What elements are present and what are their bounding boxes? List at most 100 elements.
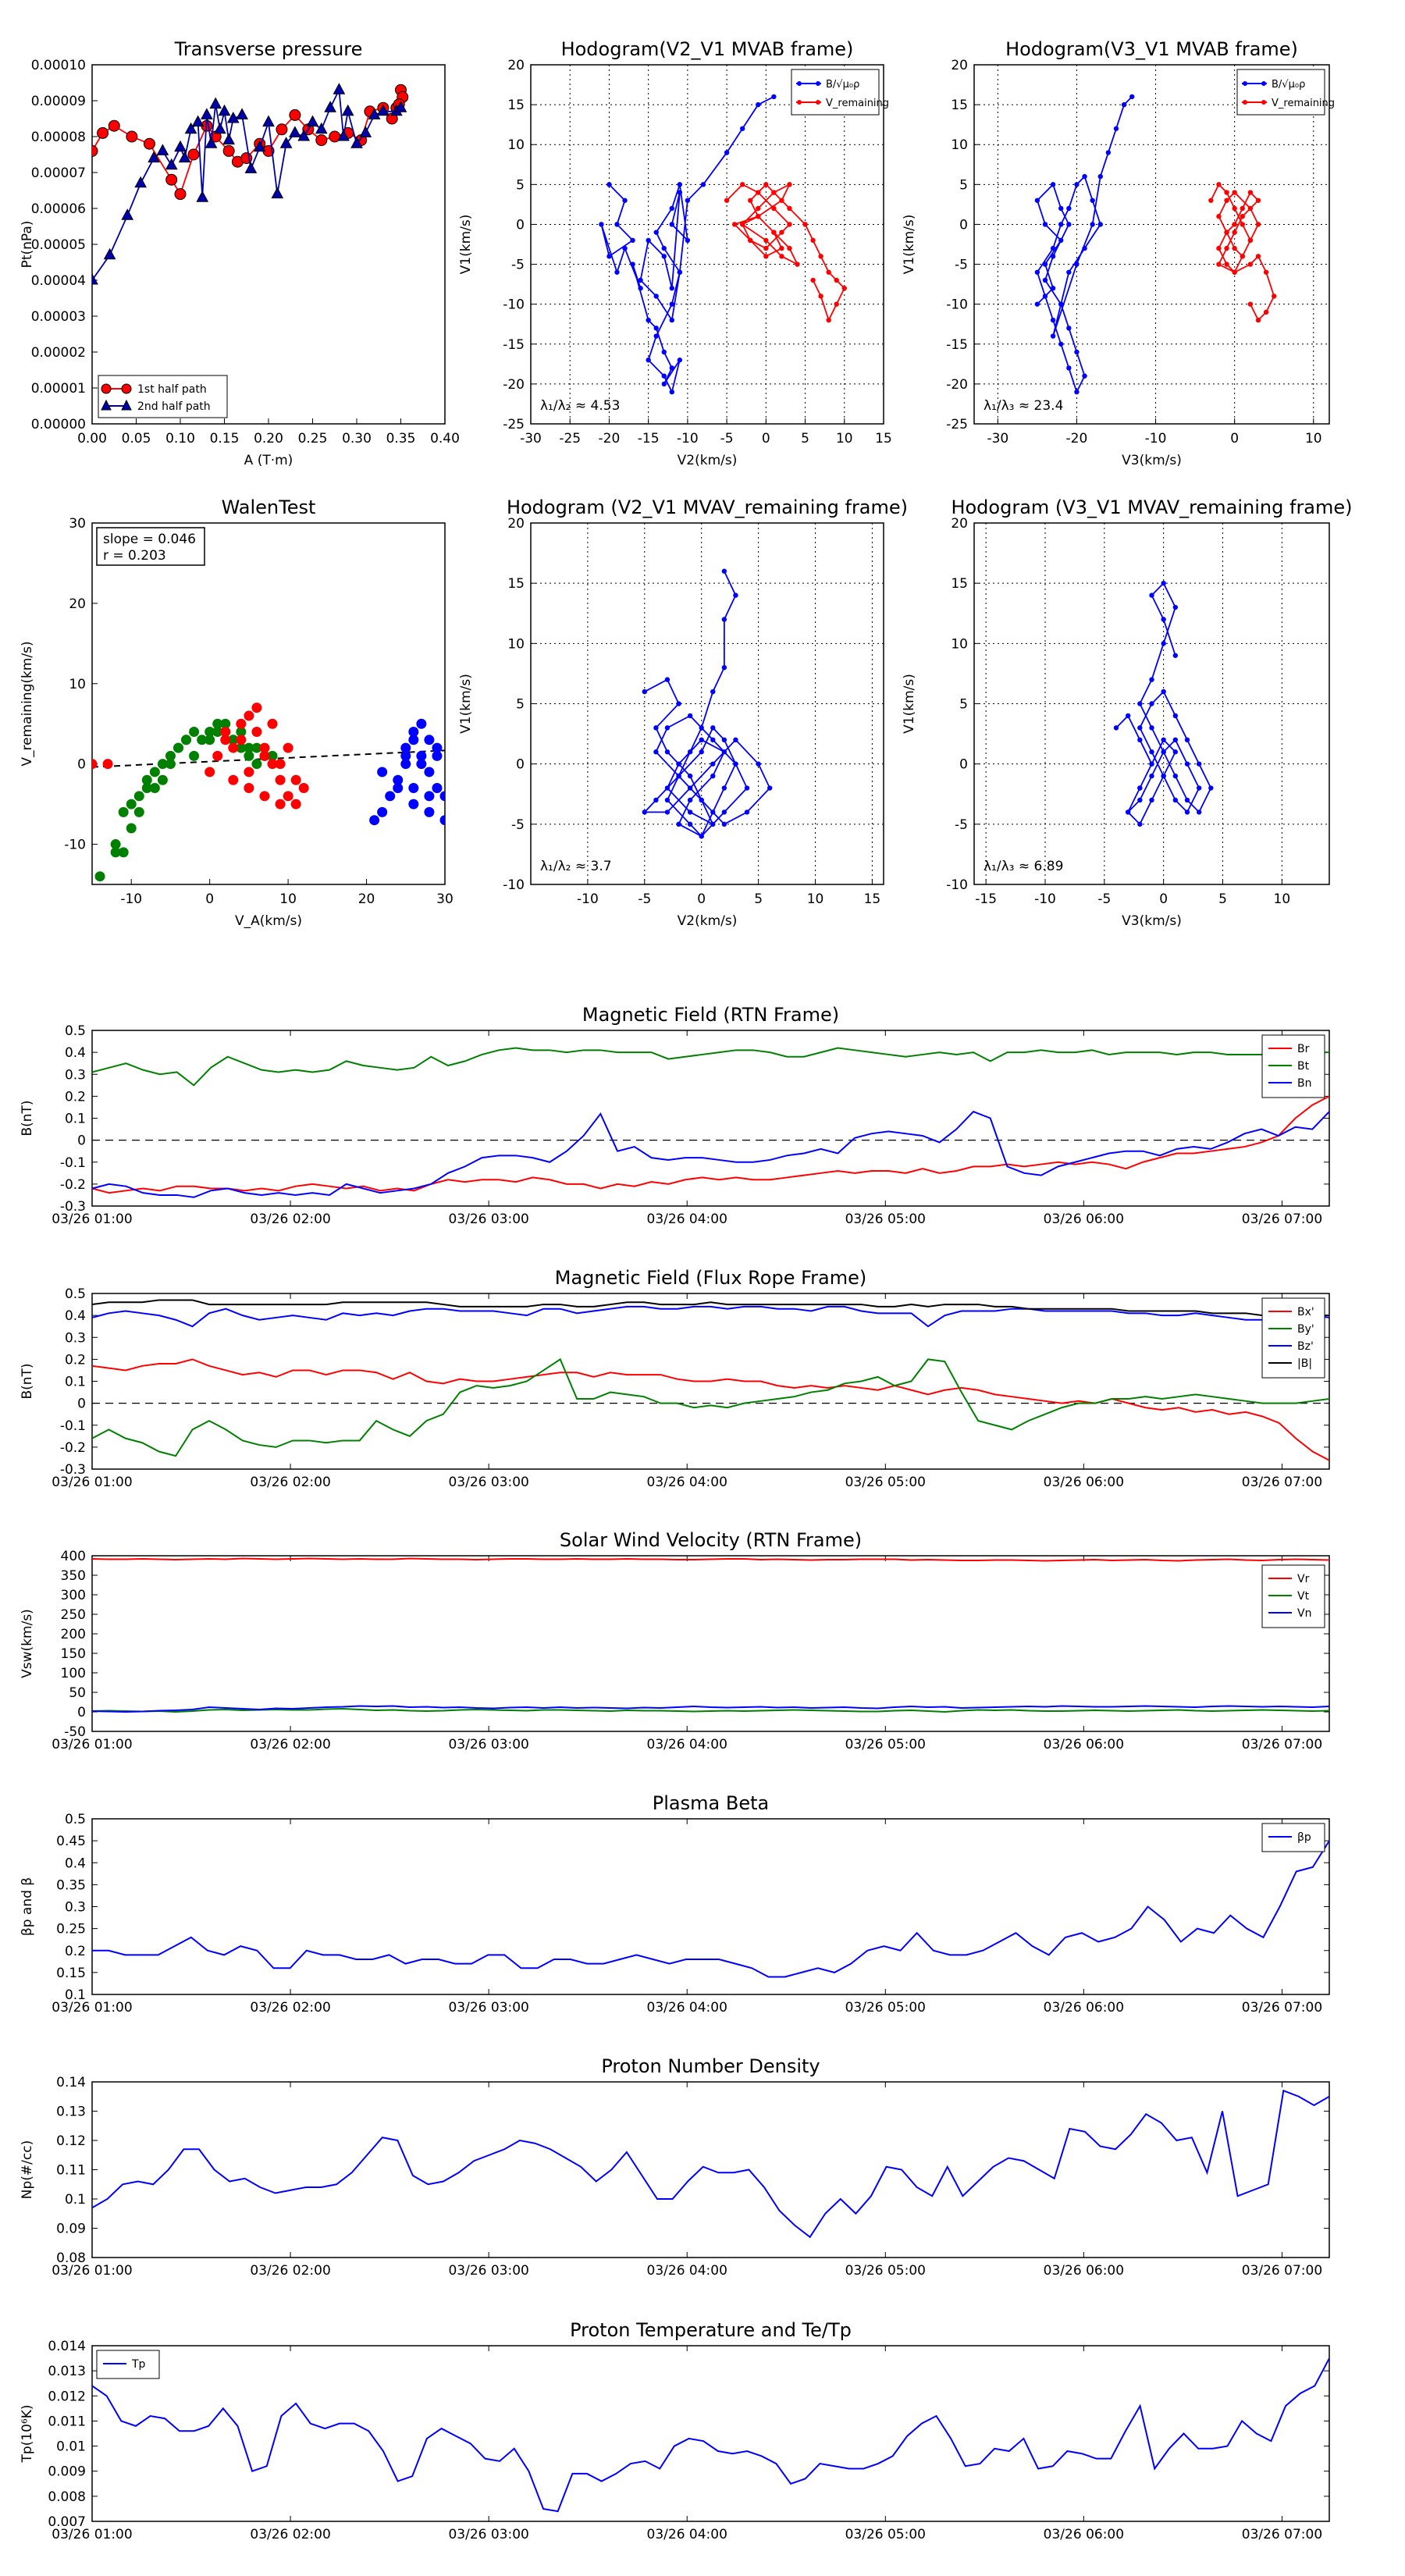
legend-label: Vn: [1297, 1607, 1311, 1620]
y-tick-label: -10: [503, 297, 525, 313]
data-point: [262, 115, 275, 127]
data-point: [653, 797, 659, 803]
data-point: [236, 727, 247, 738]
data-point: [1137, 797, 1143, 803]
data-point: [408, 727, 419, 738]
y-tick-label: -0.2: [60, 1440, 86, 1456]
data-point: [1224, 197, 1229, 203]
data-point: [1113, 725, 1119, 731]
series-line: [92, 1357, 1329, 1457]
data-point: [687, 797, 693, 803]
data-point: [653, 749, 659, 755]
data-point: [614, 269, 620, 275]
x-tick-label: 0.05: [122, 431, 151, 447]
data-point: [92, 759, 98, 770]
data-point: [1161, 641, 1166, 646]
x-axis-label: V3(km/s): [1122, 453, 1182, 468]
data-point: [1137, 785, 1143, 791]
data-point: [763, 254, 769, 259]
data-point: [661, 245, 667, 251]
legend-marker: [1243, 81, 1247, 86]
data-point: [1090, 222, 1095, 227]
y-tick-label: -20: [503, 377, 525, 393]
data-point: [126, 130, 138, 143]
data-point: [779, 197, 784, 203]
series-line: [1115, 582, 1212, 826]
data-point: [400, 750, 411, 761]
data-point: [181, 735, 192, 745]
data-point: [1090, 197, 1095, 203]
y-tick-label: 0.1: [65, 1375, 86, 1390]
data-point: [1050, 245, 1056, 251]
data-point: [685, 197, 691, 203]
data-point: [834, 277, 839, 283]
data-point: [721, 665, 727, 671]
x-tick-label: 03/26 05:00: [845, 2263, 926, 2279]
y-tick-label: 5: [516, 697, 525, 713]
data-point: [669, 301, 674, 307]
data-point: [1082, 245, 1087, 251]
data-point: [333, 83, 346, 94]
x-tick-label: 0.20: [254, 431, 283, 447]
y-tick-label: -10: [946, 297, 968, 313]
y-tick-label: 50: [69, 1685, 86, 1701]
x-tick-label: -10: [120, 891, 142, 907]
x-tick-label: 10: [807, 891, 824, 907]
data-point: [1125, 809, 1131, 815]
x-axis-label: V3(km/s): [1122, 913, 1182, 929]
annotation-text: λ₁/λ₃ ≈ 6.89: [984, 859, 1063, 874]
chart-title: Solar Wind Velocity (RTN Frame): [560, 1529, 862, 1551]
data-point: [740, 222, 745, 227]
data-point: [149, 783, 160, 794]
y-tick-label: 0.45: [56, 1834, 86, 1849]
data-point: [630, 262, 635, 267]
data-point: [1240, 222, 1245, 227]
chart-title: Transverse pressure: [174, 38, 363, 60]
data-point: [1074, 389, 1080, 395]
data-point: [226, 111, 240, 123]
legend-label: βp: [1297, 1831, 1311, 1844]
x-tick-label: 03/26 02:00: [250, 2527, 330, 2542]
data-point: [664, 677, 670, 682]
y-tick-label: 20: [951, 516, 968, 532]
data-point: [763, 245, 769, 251]
y-tick-label: 0.5: [65, 1023, 86, 1039]
legend-label: B/√μ₀ρ: [1272, 79, 1305, 91]
y-tick-label: 0.01: [56, 2439, 86, 2455]
y-tick-label: 15: [507, 576, 525, 592]
y-tick-label: 0.13: [56, 2105, 86, 2120]
data-point: [677, 358, 683, 363]
x-tick-label: 03/26 05:00: [845, 2527, 926, 2542]
legend-label: Vt: [1297, 1590, 1310, 1603]
data-point: [1272, 294, 1277, 299]
data-point: [236, 718, 247, 729]
y-axis-label: V1(km/s): [458, 215, 474, 275]
plot-data: [92, 2089, 1329, 2239]
x-tick-label: 03/26 07:00: [1242, 1737, 1322, 1752]
series-line: [92, 1095, 1329, 1194]
data-point: [1255, 317, 1261, 323]
data-point: [756, 101, 761, 108]
y-tick-label: 10: [951, 137, 968, 153]
data-point: [661, 254, 667, 259]
data-point: [669, 365, 674, 371]
y-tick-label: 100: [61, 1666, 86, 1681]
x-tick-label: 5: [801, 431, 809, 447]
y-axis-label: Vsw(km/s): [20, 1609, 35, 1678]
legend-marker: [1243, 100, 1247, 105]
data-point: [1208, 785, 1214, 791]
x-tick-label: 0.00: [77, 431, 107, 447]
data-point: [251, 703, 262, 713]
data-point: [1172, 797, 1179, 803]
data-point: [368, 108, 381, 119]
legend-marker: [816, 81, 820, 86]
data-point: [638, 277, 643, 283]
data-point: [189, 750, 200, 761]
series-line: [92, 1358, 1329, 1461]
data-point: [1263, 269, 1269, 275]
x-tick-label: 03/26 01:00: [52, 2000, 132, 2016]
series-line: [642, 571, 771, 838]
data-point: [259, 791, 270, 802]
series-line: [1210, 183, 1275, 322]
chart-tp: Proton Temperature and Te/Tp Tp(10⁶K) 03/2…: [20, 2319, 1330, 2542]
